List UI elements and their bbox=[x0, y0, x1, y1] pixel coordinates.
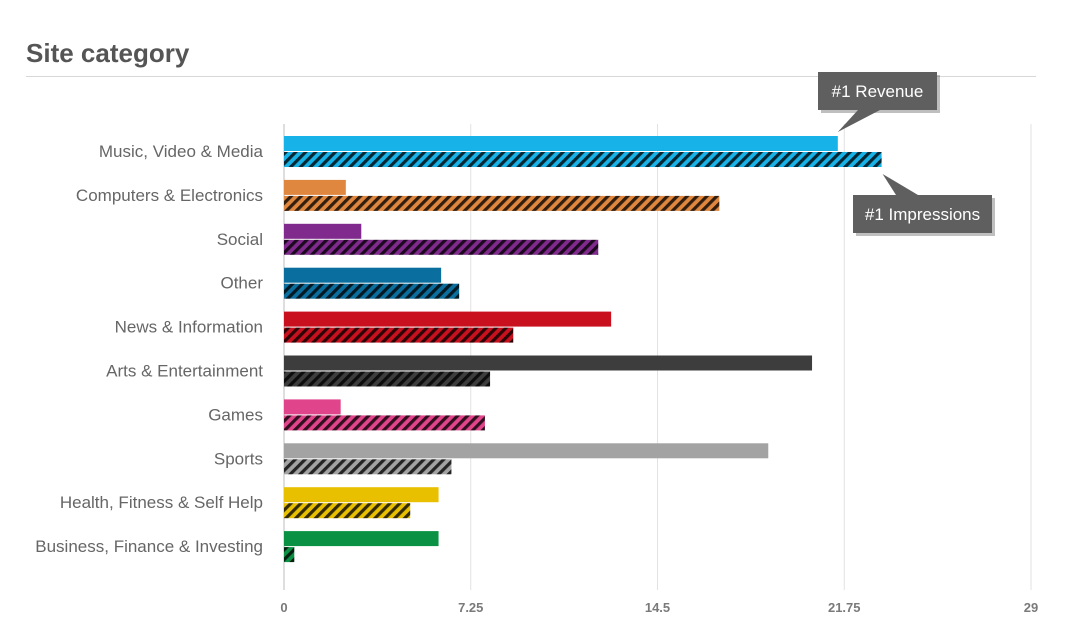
bar-hatched bbox=[284, 459, 452, 475]
bar-hatched bbox=[284, 195, 720, 211]
x-tick-label: 21.75 bbox=[828, 600, 861, 615]
bar-solid bbox=[284, 531, 439, 547]
category-label: Sports bbox=[214, 449, 263, 468]
x-tick-label: 0 bbox=[280, 600, 287, 615]
bar-solid bbox=[284, 355, 813, 371]
category-label: Social bbox=[217, 230, 263, 249]
bar-solid bbox=[284, 311, 612, 327]
bar-solid bbox=[284, 136, 838, 151]
callout-text: #1 Revenue bbox=[832, 82, 924, 101]
category-label: News & Information bbox=[115, 318, 263, 337]
callout-text: #1 Impressions bbox=[865, 205, 980, 224]
bar-solid bbox=[284, 267, 442, 283]
category-label: Arts & Entertainment bbox=[106, 362, 263, 381]
category-labels: Music, Video & Media Computers & Electron… bbox=[35, 142, 263, 556]
bar-hatched bbox=[284, 152, 882, 167]
bar-solid bbox=[284, 179, 346, 195]
bar-solid bbox=[284, 399, 341, 415]
bar-hatched bbox=[284, 327, 514, 343]
x-axis-ticks: 0 7.25 14.5 21.75 29 bbox=[280, 600, 1038, 615]
chart-title: Site category bbox=[26, 38, 190, 68]
x-tick-label: 29 bbox=[1024, 600, 1038, 615]
category-label: Other bbox=[220, 274, 263, 293]
x-tick-label: 7.25 bbox=[458, 600, 483, 615]
bar-solid bbox=[284, 443, 769, 459]
bar-hatched bbox=[284, 283, 460, 299]
bar-solid bbox=[284, 223, 362, 239]
category-label: Business, Finance & Investing bbox=[35, 537, 263, 556]
category-label: Computers & Electronics bbox=[76, 186, 263, 205]
bar-hatched bbox=[284, 503, 411, 519]
x-tick-label: 14.5 bbox=[645, 600, 670, 615]
bars bbox=[284, 136, 882, 563]
bar-solid bbox=[284, 487, 439, 503]
bar-hatched bbox=[284, 415, 485, 431]
callouts: #1 Revenue #1 Impressions bbox=[818, 72, 995, 236]
callout: #1 Impressions bbox=[853, 174, 995, 236]
category-label: Health, Fitness & Self Help bbox=[60, 493, 263, 512]
bar-hatched bbox=[284, 547, 295, 563]
bar-hatched bbox=[284, 371, 491, 387]
bar-hatched bbox=[284, 239, 599, 255]
category-label: Games bbox=[208, 405, 263, 424]
callout: #1 Revenue bbox=[818, 72, 940, 132]
category-label: Music, Video & Media bbox=[99, 142, 264, 161]
title-divider bbox=[26, 76, 1036, 77]
